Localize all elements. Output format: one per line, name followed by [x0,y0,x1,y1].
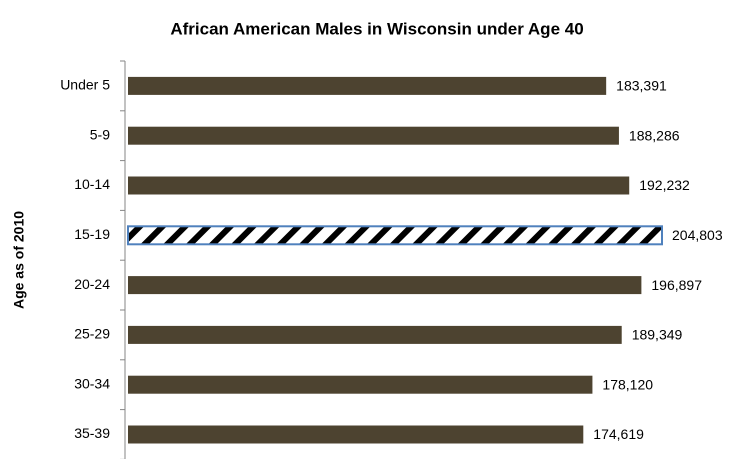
data-label: 178,120 [602,376,653,392]
bar [128,76,607,95]
bar [128,325,622,344]
data-label: 188,286 [629,127,680,143]
data-label: 183,391 [616,78,667,94]
y-tick-label: 25-29 [74,326,110,342]
y-axis-title: Age as of 2010 [11,211,27,309]
bar [128,126,619,145]
y-tick-label: 20-24 [74,276,110,292]
chart-title: African American Males in Wisconsin unde… [170,19,583,38]
bar [127,225,663,246]
data-label: 204,803 [672,227,723,243]
y-tick-label: Under 5 [60,77,110,93]
data-label: 196,897 [651,277,702,293]
data-label: 189,349 [632,327,683,343]
bar [128,276,642,295]
y-tick-label: 5-9 [90,126,110,142]
y-tick-label: 15-19 [74,226,110,242]
data-label: 192,232 [639,177,690,193]
y-tick-label: 10-14 [74,176,110,192]
data-label: 174,619 [593,426,644,442]
bar [128,375,593,394]
y-tick-label: 30-34 [74,375,110,391]
y-tick-label: 35-39 [74,425,110,441]
bar [128,176,630,195]
bar [128,425,584,444]
